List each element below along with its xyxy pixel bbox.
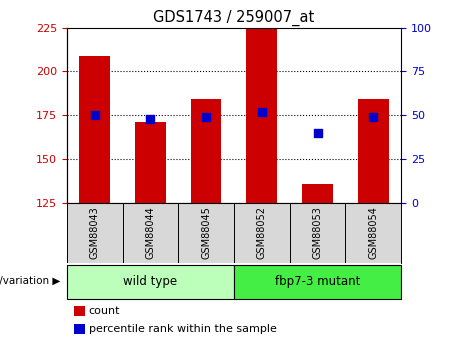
Bar [191, 99, 221, 203]
Bar [135, 122, 165, 203]
Point [91, 112, 98, 118]
Point [258, 109, 266, 115]
Text: genotype/variation ▶: genotype/variation ▶ [0, 276, 60, 286]
Text: GSM88052: GSM88052 [257, 206, 267, 259]
Text: GSM88045: GSM88045 [201, 206, 211, 259]
Bar [79, 56, 110, 203]
Text: GSM88044: GSM88044 [145, 206, 155, 259]
Text: percentile rank within the sample: percentile rank within the sample [89, 324, 277, 334]
Point [314, 130, 321, 136]
Bar [302, 184, 333, 203]
Point [370, 114, 377, 120]
FancyBboxPatch shape [234, 265, 401, 299]
Text: GSM88043: GSM88043 [90, 206, 100, 259]
Text: count: count [89, 306, 120, 316]
FancyBboxPatch shape [67, 265, 234, 299]
Bar [73, 306, 85, 316]
Text: GSM88054: GSM88054 [368, 206, 378, 259]
Bar [358, 99, 389, 203]
Text: GSM88053: GSM88053 [313, 206, 323, 259]
Bar [247, 29, 277, 203]
Bar [73, 324, 85, 334]
Text: wild type: wild type [124, 275, 177, 287]
Point [202, 114, 210, 120]
Title: GDS1743 / 259007_at: GDS1743 / 259007_at [154, 10, 314, 26]
Text: fbp7-3 mutant: fbp7-3 mutant [275, 275, 360, 287]
Point [147, 116, 154, 121]
